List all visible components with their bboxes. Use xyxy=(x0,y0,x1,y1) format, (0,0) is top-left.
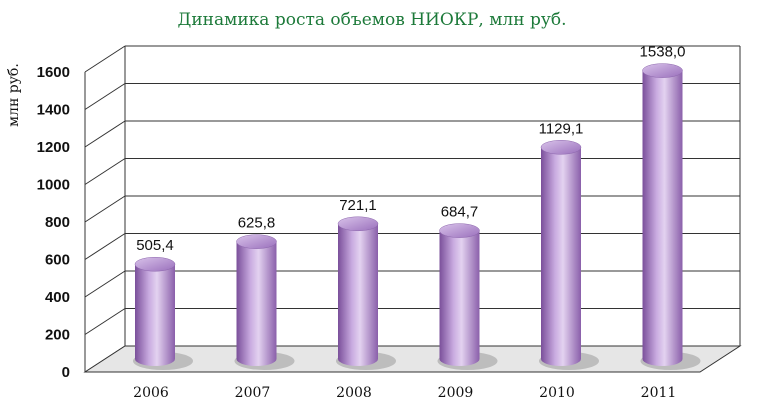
y-ticks: 0 200 400 600 800 1000 1200 1400 1600 xyxy=(37,64,70,381)
bar-2008 xyxy=(338,223,378,366)
bar-top-2008 xyxy=(337,216,379,232)
bar-top-2011 xyxy=(642,63,683,78)
x-tick-2010: 2010 xyxy=(539,385,575,401)
gridline-side-7 xyxy=(84,83,126,110)
gridline-side-6 xyxy=(84,120,126,148)
y-tick-label: 0 xyxy=(62,364,70,381)
gridline-side-1 xyxy=(84,308,126,335)
bar-2006 xyxy=(135,264,175,366)
x-tick-2007: 2007 xyxy=(235,385,271,401)
bar-2010 xyxy=(541,147,581,366)
data-labels: 505,4 625,8 721,1 684,7 1129,1 1538,0 xyxy=(136,44,685,255)
bar-top-2007 xyxy=(236,234,277,249)
y-tick-label: 400 xyxy=(45,289,70,306)
gridline-side-5 xyxy=(84,158,126,185)
y-tick-label: 200 xyxy=(45,327,70,344)
gridline-side-3 xyxy=(84,233,126,260)
x-tick-2011: 2011 xyxy=(641,385,677,401)
bar-top-2009 xyxy=(439,223,480,238)
y-tick-label: 800 xyxy=(45,214,70,231)
data-label-2009: 684,7 xyxy=(441,204,479,221)
data-label-2006: 505,4 xyxy=(136,237,174,254)
x-tick-2009: 2009 xyxy=(438,385,474,401)
y-tick-label: 1200 xyxy=(37,139,70,156)
data-label-2010: 1129,1 xyxy=(539,120,584,137)
y-tick-label: 1600 xyxy=(37,64,70,81)
data-label-2008: 721,1 xyxy=(339,197,377,214)
data-label-2011: 1538,0 xyxy=(640,44,686,61)
y-tick-label: 600 xyxy=(45,252,70,269)
x-tick-2006: 2006 xyxy=(133,385,169,401)
bar-top-2006 xyxy=(134,256,176,272)
gridline-side-4 xyxy=(84,195,126,223)
y-tick-label: 1400 xyxy=(37,102,70,119)
y-axis-label: млн руб. xyxy=(6,63,22,127)
bar-2011 xyxy=(642,70,683,367)
y-tick-label: 1000 xyxy=(37,177,70,194)
data-label-2007: 625,8 xyxy=(238,215,276,232)
bars xyxy=(133,63,701,370)
gridline-side-8 xyxy=(84,45,126,73)
bar-top-2010 xyxy=(540,140,582,155)
gridlines xyxy=(84,45,741,373)
x-tick-2008: 2008 xyxy=(336,385,372,401)
chart-title: Динамика роста объемов НИОКР, млн руб. xyxy=(178,10,567,30)
bar-2009 xyxy=(439,230,480,367)
x-ticks: 2006 2007 2008 2009 2010 2011 xyxy=(133,385,676,401)
bar-2007 xyxy=(236,241,277,367)
gridline-side-2 xyxy=(84,270,126,298)
